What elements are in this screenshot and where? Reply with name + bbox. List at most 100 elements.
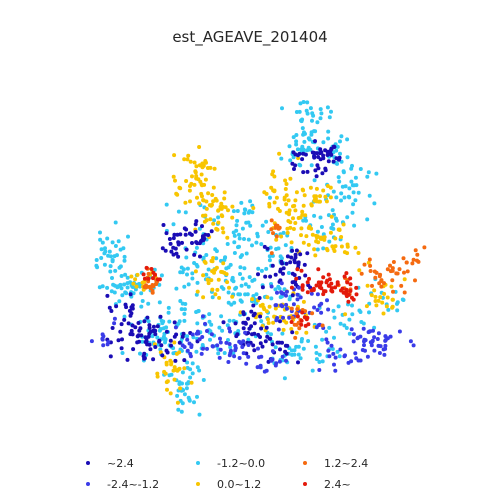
scatter-point-1027 xyxy=(329,147,334,151)
scatter-point-1146 xyxy=(190,241,194,245)
scatter-point-1366 xyxy=(226,360,231,364)
scatter-point-849 xyxy=(301,203,306,208)
legend-label-1: ~2.4 xyxy=(107,456,134,470)
scatter-point-964 xyxy=(390,297,395,302)
scatter-point-32 xyxy=(326,129,331,134)
scatter-point-1497 xyxy=(367,257,372,262)
scatter-point-1253 xyxy=(278,347,282,352)
scatter-point-567 xyxy=(331,308,336,313)
scatter-point-1585 xyxy=(335,282,340,287)
scatter-point-787 xyxy=(271,188,276,193)
scatter-point-278 xyxy=(240,276,245,281)
scatter-point-104 xyxy=(295,147,300,152)
legend-item-1: ~2.4 xyxy=(80,456,190,470)
scatter-point-203 xyxy=(234,223,239,228)
scatter-point-600 xyxy=(150,334,155,339)
scatter-point-1405 xyxy=(205,329,209,333)
scatter-point-8 xyxy=(297,109,302,114)
scatter-point-840 xyxy=(328,195,333,200)
scatter-point-1529 xyxy=(297,326,302,331)
scatter-point-1363 xyxy=(241,339,246,344)
scatter-point-1600 xyxy=(321,292,326,297)
scatter-point-700 xyxy=(219,213,224,218)
scatter-point-985 xyxy=(135,272,140,277)
scatter-point-64 xyxy=(339,134,344,139)
scatter-point-1158 xyxy=(200,236,205,241)
scatter-point-207 xyxy=(204,272,209,277)
scatter-point-1225 xyxy=(234,334,239,339)
scatter-point-1556 xyxy=(289,285,294,290)
legend-label-4: 0.0~1.2 xyxy=(217,477,262,491)
scatter-point-281 xyxy=(247,275,252,280)
scatter-point-1310 xyxy=(375,337,380,341)
scatter-point-1010 xyxy=(310,150,315,155)
scatter-point-1512 xyxy=(411,257,416,262)
scatter-point-1498 xyxy=(413,278,417,283)
scatter-point-1448 xyxy=(284,358,288,363)
scatter-point-171 xyxy=(100,284,105,289)
scatter-point-115 xyxy=(300,144,305,149)
scatter-point-1162 xyxy=(281,266,286,271)
scatter-point-1336 xyxy=(309,291,314,296)
scatter-point-827 xyxy=(310,232,315,237)
scatter-point-1126 xyxy=(129,328,134,333)
scatter-point-1542 xyxy=(269,218,274,223)
scatter-point-900 xyxy=(174,351,179,356)
scatter-point-288 xyxy=(242,266,247,271)
scatter-point-576 xyxy=(342,323,347,328)
scatter-point-515 xyxy=(330,222,335,227)
scatter-point-469 xyxy=(337,354,342,359)
scatter-point-662 xyxy=(193,170,198,175)
scatter-point-1228 xyxy=(252,348,257,353)
scatter-point-759 xyxy=(294,190,299,195)
scatter-point-98 xyxy=(353,198,358,203)
scatter-point-1171 xyxy=(290,293,295,298)
scatter-point-1513 xyxy=(397,267,402,272)
scatter-point-1352 xyxy=(215,343,220,348)
scatter-point-879 xyxy=(202,259,207,264)
legend-label-5: 1.2~2.4 xyxy=(324,456,369,470)
scatter-point-1185 xyxy=(284,261,289,266)
scatter-point-202 xyxy=(204,253,209,257)
scatter-point-710 xyxy=(225,235,230,240)
scatter-point-971 xyxy=(264,309,269,314)
scatter-point-1097 xyxy=(145,315,150,320)
scatter-point-555 xyxy=(244,220,249,225)
scatter-point-1587 xyxy=(324,280,329,285)
scatter-point-603 xyxy=(120,351,125,355)
scatter-point-1369 xyxy=(246,354,251,359)
scatter-point-1053 xyxy=(184,247,189,252)
scatter-point-1590 xyxy=(319,286,324,291)
scatter-point-628 xyxy=(267,258,272,263)
scatter-point-208 xyxy=(214,256,219,261)
scatter-point-579 xyxy=(350,312,355,317)
scatter-point-158 xyxy=(110,259,115,264)
scatter-point-1299 xyxy=(376,331,381,336)
scatter-point-1370 xyxy=(240,345,245,349)
scatter-point-449 xyxy=(254,292,259,297)
scatter-point-1263 xyxy=(124,305,129,310)
scatter-point-729 xyxy=(201,198,206,203)
scatter-point-416 xyxy=(185,360,190,365)
scatter-point-426 xyxy=(180,401,185,406)
scatter-point-1516 xyxy=(415,252,420,257)
scatter-point-1362 xyxy=(228,329,232,334)
scatter-point-15 xyxy=(329,109,333,114)
scatter-point-837 xyxy=(323,194,328,199)
legend: ~2.4 -1.2~0.0 1.2~2.4 -2.4~-1.2 0.0~1.2 … xyxy=(80,456,440,491)
scatter-point-1484 xyxy=(391,289,395,294)
scatter-point-1243 xyxy=(266,359,271,364)
scatter-point-946 xyxy=(373,299,378,303)
scatter-point-1166 xyxy=(265,246,270,251)
scatter-point-239 xyxy=(159,273,164,278)
scatter-point-1430 xyxy=(338,347,343,352)
scatter-point-1604 xyxy=(142,276,147,281)
scatter-point-1423 xyxy=(331,351,336,356)
scatter-point-421 xyxy=(182,392,187,397)
scatter-point-1303 xyxy=(332,362,336,367)
scatter-point-1190 xyxy=(305,251,310,256)
scatter-point-282 xyxy=(238,255,243,259)
scatter-point-748 xyxy=(284,202,289,207)
scatter-point-30 xyxy=(325,105,330,110)
scatter-point-33 xyxy=(294,139,299,144)
